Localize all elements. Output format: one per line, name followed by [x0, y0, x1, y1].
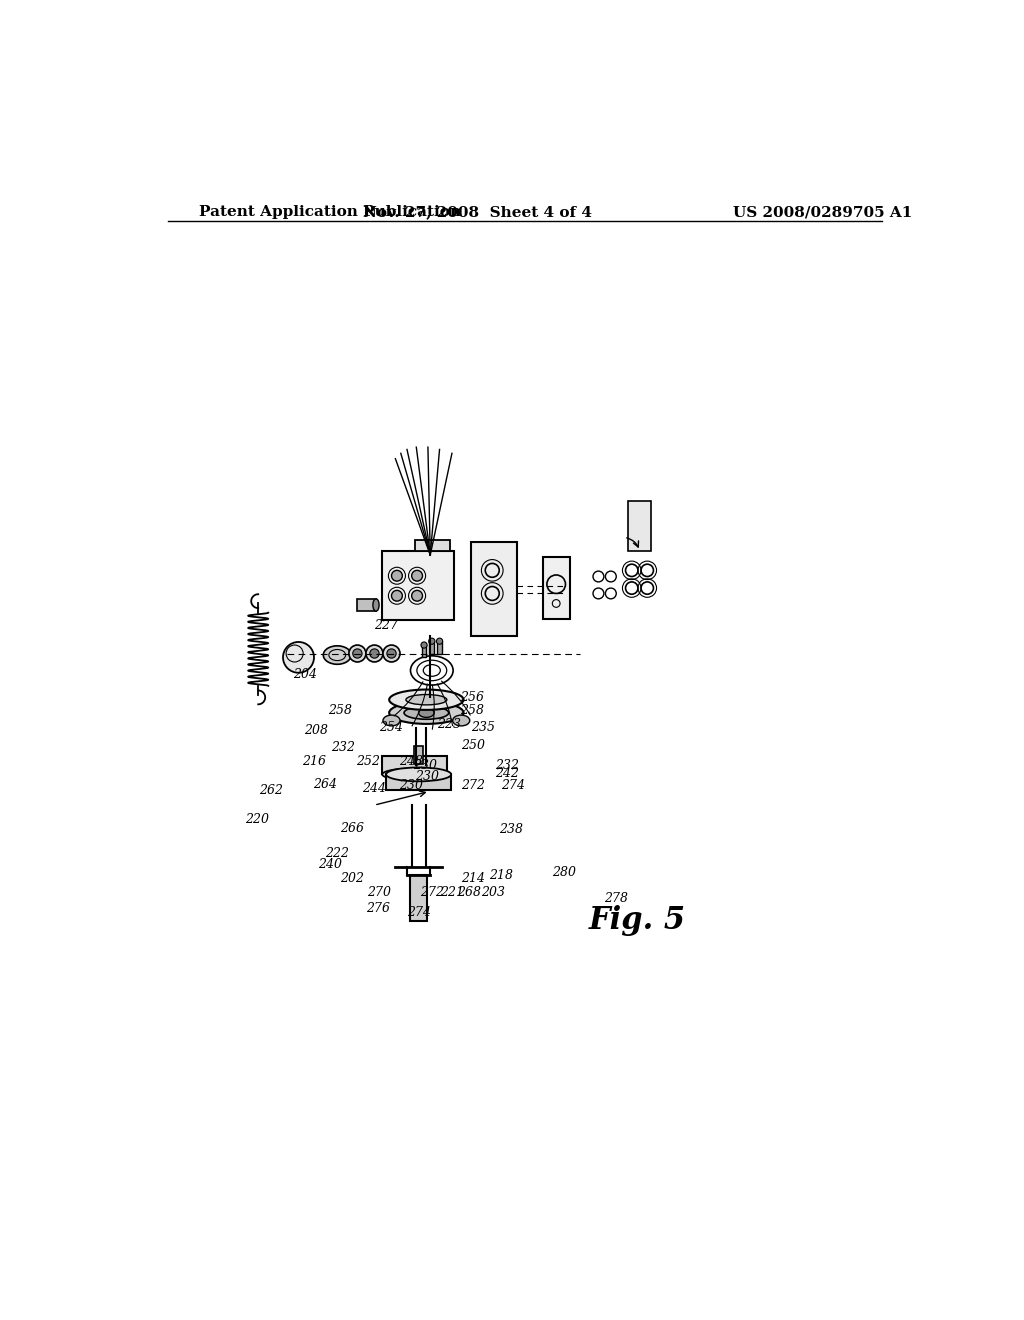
Text: 266: 266	[341, 822, 365, 834]
Bar	[386, 775, 452, 789]
Text: Nov. 27, 2008  Sheet 4 of 4: Nov. 27, 2008 Sheet 4 of 4	[362, 206, 592, 219]
Text: 252: 252	[356, 755, 380, 768]
Text: 256: 256	[460, 690, 483, 704]
Bar	[422, 645, 426, 657]
Circle shape	[421, 642, 427, 648]
Text: 230: 230	[414, 759, 437, 772]
Ellipse shape	[324, 645, 351, 664]
Circle shape	[391, 590, 402, 601]
Text: 244: 244	[361, 781, 386, 795]
Circle shape	[387, 649, 396, 659]
Ellipse shape	[373, 599, 379, 611]
Text: 270: 270	[368, 886, 391, 899]
Text: 258: 258	[460, 704, 483, 717]
Bar	[356, 599, 376, 611]
Text: 218: 218	[489, 870, 513, 883]
Text: 230: 230	[415, 770, 439, 783]
Text: 232: 232	[495, 759, 518, 772]
Text: 268: 268	[458, 886, 481, 899]
Text: 248: 248	[399, 755, 423, 768]
Ellipse shape	[389, 689, 464, 710]
Text: US 2008/0289705 A1: US 2008/0289705 A1	[733, 206, 912, 219]
Polygon shape	[415, 540, 450, 552]
Bar	[382, 756, 447, 775]
Circle shape	[429, 638, 435, 644]
Text: 232: 232	[331, 742, 355, 755]
Text: 227: 227	[374, 619, 398, 632]
Bar	[382, 552, 454, 620]
Ellipse shape	[382, 768, 447, 780]
Text: 238: 238	[500, 822, 523, 836]
Circle shape	[383, 645, 400, 663]
Text: 220: 220	[246, 813, 269, 825]
Text: 250: 250	[461, 739, 485, 752]
Bar	[429, 642, 434, 653]
Circle shape	[352, 649, 362, 659]
Circle shape	[436, 638, 442, 644]
Text: 230: 230	[399, 779, 423, 792]
Bar	[471, 543, 517, 636]
Circle shape	[412, 570, 423, 581]
Circle shape	[283, 642, 314, 673]
Text: 223: 223	[437, 718, 462, 731]
Circle shape	[366, 645, 383, 663]
Text: 264: 264	[312, 777, 337, 791]
Text: 262: 262	[259, 784, 284, 797]
Ellipse shape	[419, 708, 434, 718]
Ellipse shape	[383, 715, 400, 726]
Text: 214: 214	[461, 871, 485, 884]
Text: 276: 276	[366, 902, 390, 915]
Ellipse shape	[453, 715, 470, 726]
Text: 216: 216	[302, 755, 327, 768]
Text: 208: 208	[304, 725, 328, 737]
Ellipse shape	[406, 694, 446, 705]
Ellipse shape	[386, 767, 452, 781]
Text: 240: 240	[318, 858, 342, 871]
Text: 235: 235	[471, 721, 495, 734]
Circle shape	[391, 570, 402, 581]
Text: 280: 280	[552, 866, 577, 879]
Text: 272: 272	[420, 886, 444, 899]
Text: 258: 258	[328, 704, 352, 717]
Bar	[410, 875, 427, 921]
Text: 254: 254	[379, 721, 402, 734]
Bar	[628, 502, 651, 552]
Circle shape	[412, 590, 423, 601]
Text: Patent Application Publication: Patent Application Publication	[200, 206, 462, 219]
Text: 203: 203	[481, 886, 505, 899]
Text: 242: 242	[495, 767, 518, 780]
Text: 274: 274	[408, 906, 431, 919]
Text: Fig. 5: Fig. 5	[588, 906, 685, 936]
Bar	[543, 557, 569, 619]
Bar	[414, 746, 423, 764]
Text: 204: 204	[293, 668, 316, 681]
Text: 278: 278	[604, 892, 628, 904]
Circle shape	[370, 649, 379, 659]
Circle shape	[349, 645, 366, 663]
Text: 274: 274	[501, 779, 525, 792]
Text: 222: 222	[325, 847, 348, 861]
Ellipse shape	[389, 702, 464, 723]
Bar	[437, 642, 442, 653]
Ellipse shape	[404, 706, 449, 719]
Text: 202: 202	[341, 871, 365, 884]
Text: 221: 221	[440, 886, 464, 899]
Text: 272: 272	[461, 779, 485, 792]
